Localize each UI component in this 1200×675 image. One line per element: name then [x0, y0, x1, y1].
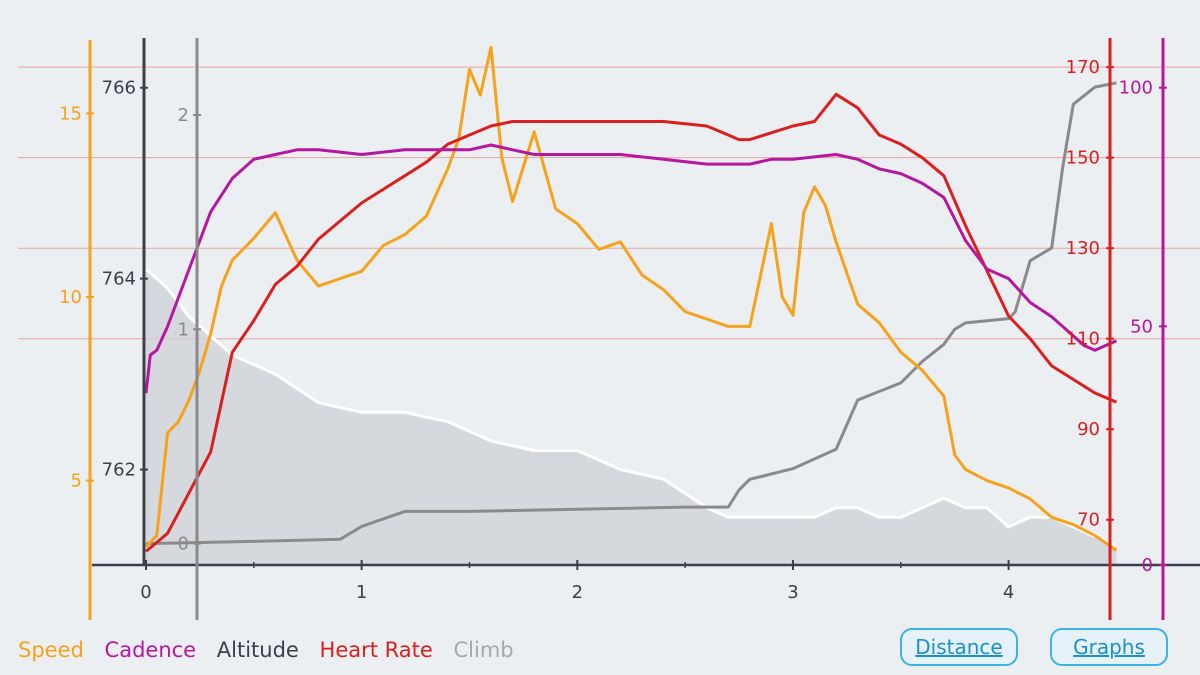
cadence-tick-label-0: 0 — [1142, 555, 1153, 576]
climb-tick-label-1: 1 — [178, 319, 189, 340]
speed-tick-label-10: 10 — [59, 287, 82, 308]
altitude-tick-label-764: 764 — [102, 269, 136, 290]
workout-chart: 0 1 2 3 4 5 10 15 762 764 766 0 1 2 70 90 110 130 150 170 0 5… — [18, 38, 1200, 620]
graphs-button[interactable]: Graphs — [1050, 628, 1168, 666]
line-cadence — [144, 143, 1118, 394]
area-altitude — [146, 269, 1117, 565]
speed-tick-label-5: 5 — [71, 471, 82, 492]
axes: 0 1 2 3 4 5 10 15 762 764 766 0 1 2 70 90 110 130 150 170 0 5… — [59, 38, 1200, 620]
heart-rate-tick-label-70: 70 — [1077, 510, 1100, 531]
heart-rate-tick-label-130: 130 — [1066, 238, 1100, 259]
cadence-tick-label-100: 100 — [1119, 78, 1153, 99]
legend-cadence: Cadence — [104, 638, 197, 662]
speed-tick-label-15: 15 — [59, 103, 82, 124]
climb-tick-label-0: 0 — [178, 534, 189, 555]
heart-rate-tick-label-90: 90 — [1077, 419, 1100, 440]
x-tick-label-2: 2 — [572, 582, 583, 603]
x-tick-label-1: 1 — [356, 582, 367, 603]
x-tick-label-0: 0 — [140, 582, 151, 603]
x-tick-label-3: 3 — [787, 582, 798, 603]
legend-altitude: Altitude — [216, 638, 299, 662]
altitude-tick-label-762: 762 — [102, 460, 136, 481]
legend: Speed Cadence Altitude Heart Rate Climb — [18, 638, 528, 662]
chart-area[interactable]: 0 1 2 3 4 5 10 15 762 764 766 0 1 2 70 90 110 130 150 170 0 5… — [0, 0, 1200, 625]
heart-rate-tick-label-150: 150 — [1066, 148, 1100, 169]
heart-rate-tick-label-170: 170 — [1066, 57, 1100, 78]
legend-speed: Speed — [18, 638, 84, 662]
gridlines — [18, 66, 1200, 340]
heart-rate-tick-label-110: 110 — [1066, 329, 1100, 350]
cadence-tick-label-50: 50 — [1130, 316, 1153, 337]
distance-button[interactable]: Distance — [900, 628, 1018, 666]
legend-heart-rate: Heart Rate — [319, 638, 433, 662]
line-climb — [145, 81, 1117, 546]
line-heart-rate — [145, 92, 1117, 553]
climb-tick-label-2: 2 — [178, 105, 189, 126]
legend-climb: Climb — [453, 638, 514, 662]
line-speed — [144, 45, 1118, 552]
altitude-tick-label-766: 766 — [102, 78, 136, 99]
x-tick-label-4: 4 — [1003, 582, 1014, 603]
line-altitude — [145, 267, 1118, 548]
